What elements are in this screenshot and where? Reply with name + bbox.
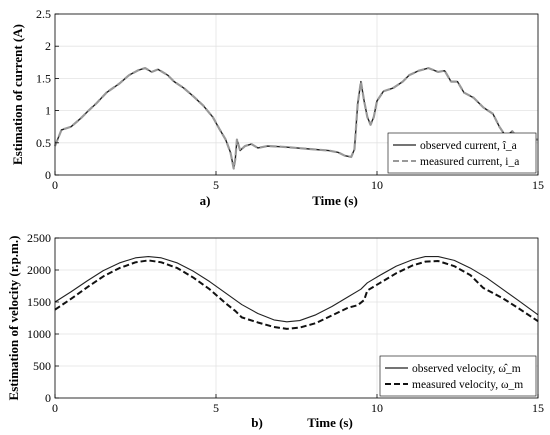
velocity-caption-label: b) — [251, 415, 263, 430]
measured-current-legend-label: measured current, i_a — [420, 156, 519, 168]
legend-box — [379, 355, 537, 397]
y-tick-label: 1500 — [27, 295, 51, 309]
velocity-y-axis-label: Estimation of velocity (r.p.m.) — [6, 236, 21, 401]
measured-velocity-line — [54, 259, 539, 330]
observed-velocity-legend-label: observed velocity, ω̂_m — [412, 363, 521, 375]
y-tick-label: 0 — [45, 391, 51, 405]
x-tick-label: 0 — [52, 401, 58, 415]
current-legend: observed current, î_a measured current, i… — [387, 132, 537, 174]
x-tick-label: 5 — [213, 401, 219, 415]
y-tick-label: 2.5 — [36, 7, 51, 21]
velocity-plot-frame — [54, 237, 539, 399]
y-tick-label: 2500 — [27, 231, 51, 245]
y-tick-label: 0 — [45, 168, 51, 182]
velocity-x-axis-label: Time (s) — [307, 415, 353, 430]
current-chart-panel: 0 5 10 15 0 0.5 1 1.5 2 2.5 Estimation of current… — [10, 7, 544, 208]
velocity-chart-panel: 0 5 10 15 0 500 1000 1500 2000 2500 Estimation of… — [6, 231, 544, 430]
velocity-legend: observed velocity, ω̂_m measured velocity… — [379, 355, 537, 397]
x-tick-label: 0 — [52, 178, 58, 192]
y-tick-label: 500 — [33, 359, 51, 373]
y-tick-label: 2 — [45, 39, 51, 53]
x-tick-label: 15 — [532, 178, 544, 192]
current-series-group — [53, 67, 538, 170]
y-tick-label: 1.5 — [36, 71, 51, 85]
observed-current-legend-label: observed current, î_a — [420, 140, 517, 152]
x-tick-label: 5 — [213, 178, 219, 192]
current-y-axis-label: Estimation of current (A) — [10, 24, 25, 165]
x-tick-label: 10 — [371, 178, 383, 192]
y-tick-label: 0.5 — [36, 136, 51, 150]
legend-box — [387, 132, 537, 174]
y-tick-label: 1 — [45, 104, 51, 118]
velocity-tick-labels: 0 5 10 15 0 500 1000 1500 2000 2500 — [27, 231, 544, 415]
x-tick-label: 10 — [371, 401, 383, 415]
measured-current-line — [53, 67, 538, 170]
y-tick-label: 1000 — [27, 327, 51, 341]
current-x-axis-label: Time (s) — [312, 193, 358, 208]
measured-velocity-legend-label: measured velocity, ω_m — [412, 379, 523, 391]
current-caption-label: a) — [200, 193, 211, 208]
velocity-series-group — [54, 256, 539, 330]
observed-velocity-line — [54, 256, 539, 323]
x-tick-label: 15 — [532, 401, 544, 415]
y-tick-label: 2000 — [27, 263, 51, 277]
current-tick-labels: 0 5 10 15 0 0.5 1 1.5 2 2.5 — [36, 7, 544, 192]
current-plot-frame — [54, 13, 539, 176]
